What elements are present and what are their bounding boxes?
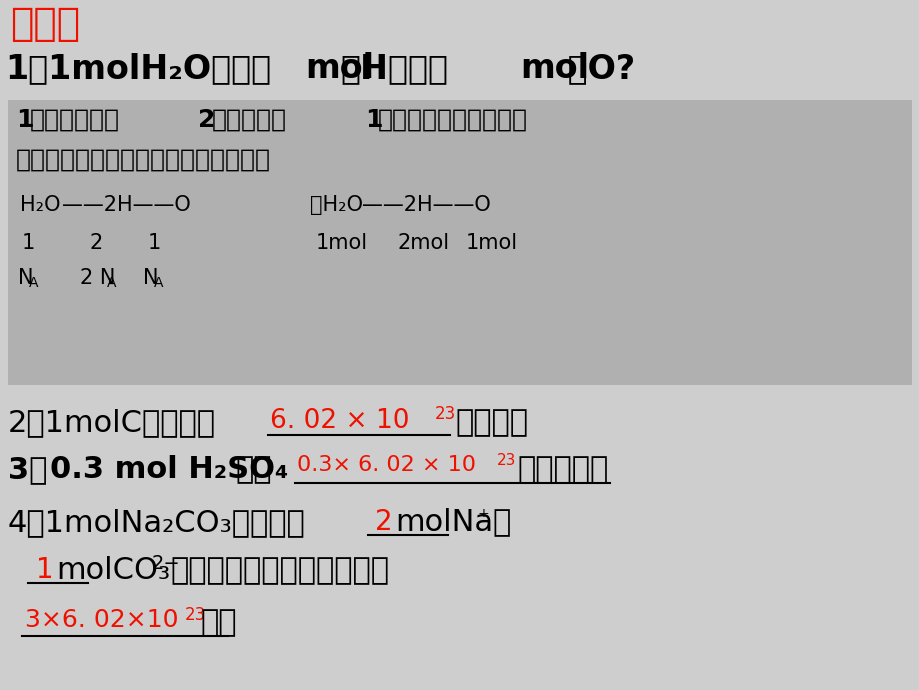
Text: 即H₂O: 即H₂O bbox=[310, 195, 363, 215]
Text: 1: 1 bbox=[16, 108, 33, 132]
Text: 2、1molC中约含有: 2、1molC中约含有 bbox=[8, 408, 216, 437]
Text: A: A bbox=[153, 276, 164, 290]
Text: 1: 1 bbox=[365, 108, 382, 132]
Text: 1: 1 bbox=[148, 233, 161, 253]
Text: 阿佛加德罗常数倍之后，有如下关系：: 阿佛加德罗常数倍之后，有如下关系： bbox=[16, 148, 271, 172]
Text: 个水分子中有: 个水分子中有 bbox=[30, 108, 119, 132]
Text: H₂O: H₂O bbox=[20, 195, 61, 215]
Text: 1: 1 bbox=[22, 233, 35, 253]
Text: ——2H——O: ——2H——O bbox=[62, 195, 190, 215]
Text: 个硫酸分子: 个硫酸分子 bbox=[516, 455, 607, 484]
Text: A: A bbox=[107, 276, 117, 290]
Text: 2−: 2− bbox=[152, 554, 180, 573]
Text: 1: 1 bbox=[36, 556, 53, 584]
Text: 的O?: 的O? bbox=[555, 52, 634, 85]
Text: mol: mol bbox=[519, 52, 588, 85]
Text: 23: 23 bbox=[496, 453, 516, 468]
Text: 1、1molH₂O中多少: 1、1molH₂O中多少 bbox=[5, 52, 271, 85]
Text: 23: 23 bbox=[185, 606, 206, 624]
Text: 离子，共含有离子的个数为: 离子，共含有离子的个数为 bbox=[170, 556, 389, 585]
Text: ⁺: ⁺ bbox=[478, 508, 489, 528]
Text: 2: 2 bbox=[198, 108, 215, 132]
Text: 1mol: 1mol bbox=[315, 233, 368, 253]
Text: N: N bbox=[18, 268, 33, 288]
Text: molCO₃: molCO₃ bbox=[56, 556, 170, 585]
Text: 2: 2 bbox=[90, 233, 103, 253]
Text: 思考：: 思考： bbox=[10, 5, 80, 43]
Text: 2 N: 2 N bbox=[80, 268, 115, 288]
Text: 个氧原子，当同时扩大: 个氧原子，当同时扩大 bbox=[378, 108, 528, 132]
Text: N: N bbox=[142, 268, 158, 288]
Text: A: A bbox=[29, 276, 39, 290]
Text: 23: 23 bbox=[435, 405, 456, 423]
Text: 个碳原子: 个碳原子 bbox=[455, 408, 528, 437]
Text: 1mol: 1mol bbox=[466, 233, 517, 253]
Text: 的H，多少: 的H，多少 bbox=[340, 52, 448, 85]
Text: ——2H——O: ——2H——O bbox=[361, 195, 490, 215]
Text: 4、1molNa₂CO₃中约含有: 4、1molNa₂CO₃中约含有 bbox=[8, 508, 305, 537]
Text: 、: 、 bbox=[492, 508, 510, 537]
Text: 2: 2 bbox=[375, 508, 392, 536]
Text: 0.3 mol H₂SO₄: 0.3 mol H₂SO₄ bbox=[50, 455, 288, 484]
Text: 个。: 个。 bbox=[199, 608, 236, 637]
Text: molNa: molNa bbox=[394, 508, 493, 537]
Text: 个氢原子和: 个氢原子和 bbox=[211, 108, 287, 132]
Text: mol: mol bbox=[305, 52, 374, 85]
Text: 2mol: 2mol bbox=[398, 233, 449, 253]
Text: 6. 02 × 10: 6. 02 × 10 bbox=[269, 408, 409, 434]
Text: 3×6. 02×10: 3×6. 02×10 bbox=[25, 608, 178, 632]
FancyBboxPatch shape bbox=[8, 100, 911, 385]
Text: 0.3× 6. 02 × 10: 0.3× 6. 02 × 10 bbox=[297, 455, 475, 475]
Text: 3、: 3、 bbox=[8, 455, 47, 484]
Text: 含有: 含有 bbox=[234, 455, 271, 484]
